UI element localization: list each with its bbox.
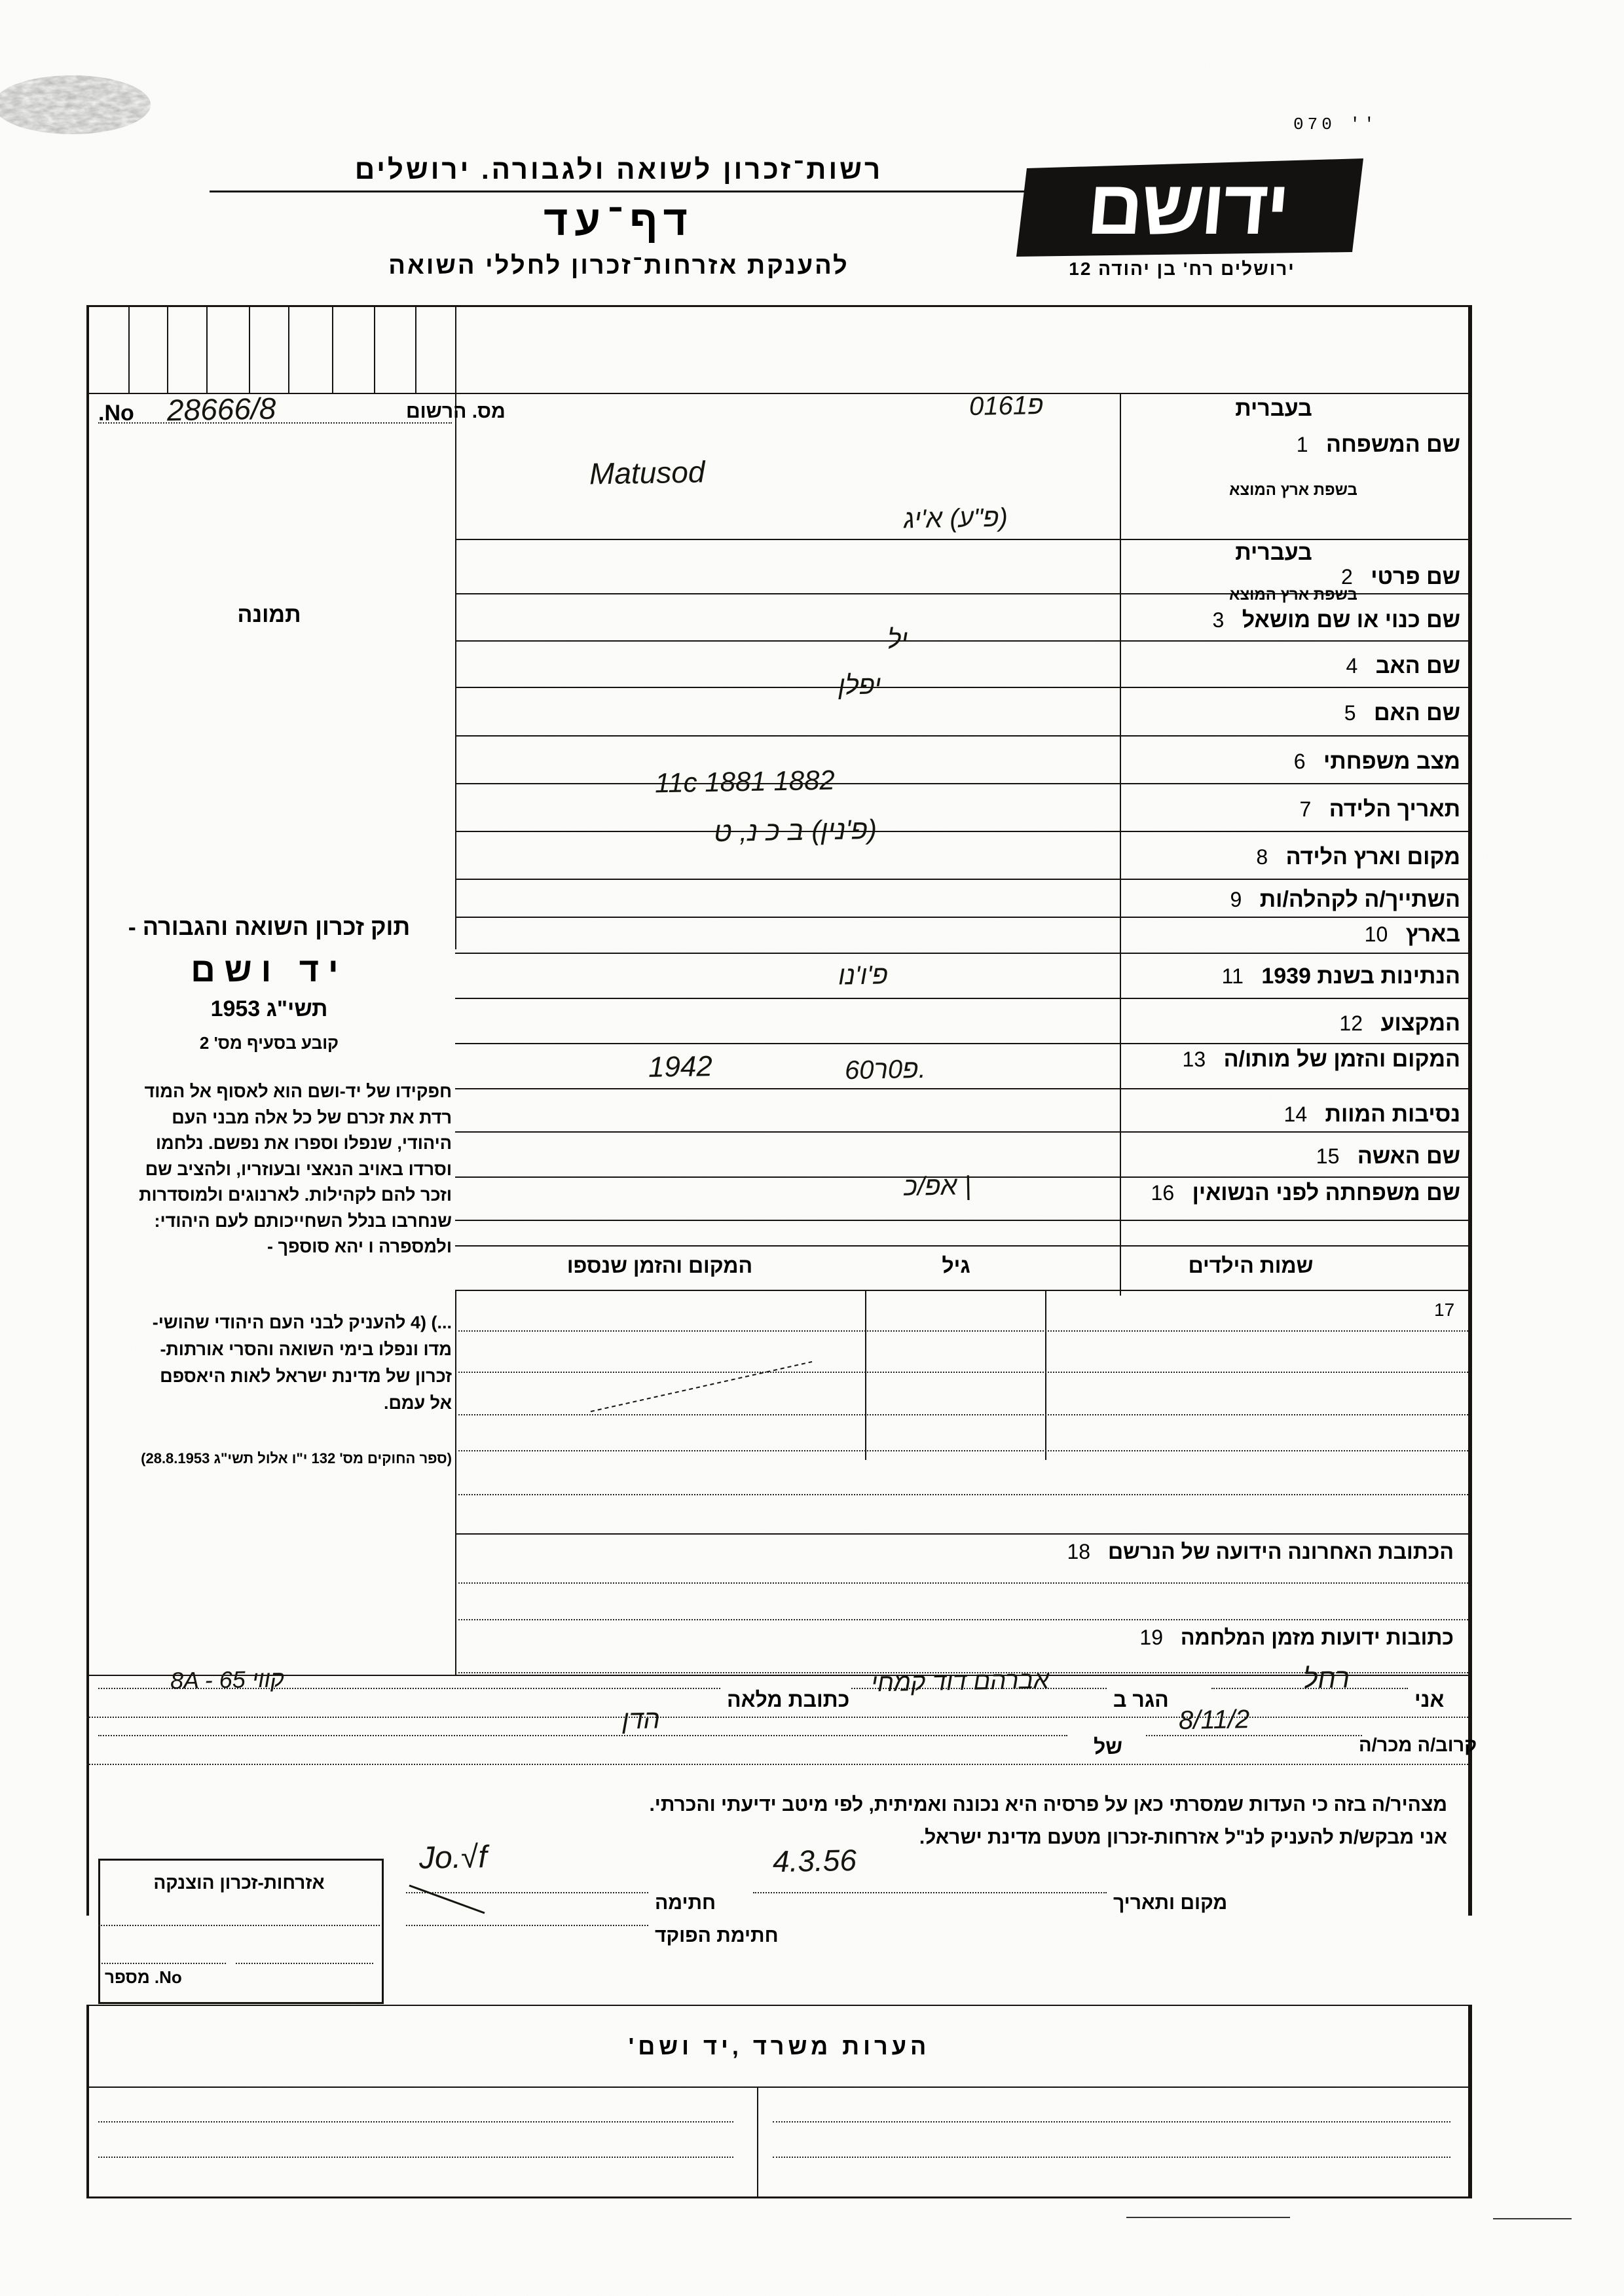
svg-text:ידושם: ידושם (1084, 164, 1291, 251)
